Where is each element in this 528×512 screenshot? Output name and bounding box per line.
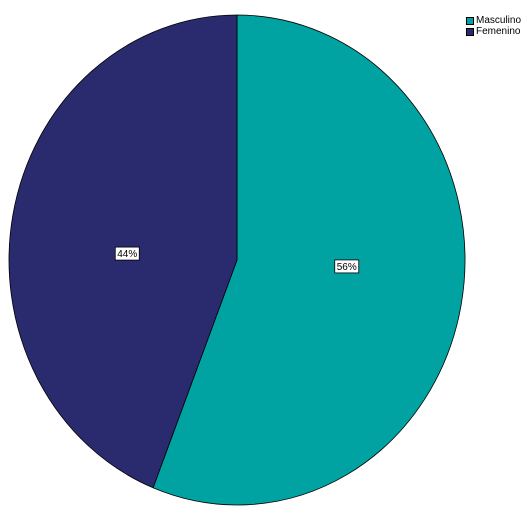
pie-label-masculino: 56% xyxy=(334,259,360,274)
pie-label-text-masculino: 56% xyxy=(337,262,357,273)
pie-label-femenino: 44% xyxy=(114,246,140,261)
legend-label-masculino: Masculino xyxy=(476,15,522,26)
legend: Masculino Femenino xyxy=(466,15,521,37)
legend-swatch-masculino xyxy=(466,16,474,25)
legend-swatch-femenino xyxy=(466,27,474,36)
pie-label-text-femenino: 44% xyxy=(117,249,137,260)
legend-item-femenino: Femenino xyxy=(466,26,521,37)
pie-label-box-femenino xyxy=(114,246,140,261)
legend-label-femenino: Femenino xyxy=(476,26,521,37)
pie-slice-masculino xyxy=(152,14,466,506)
pie-label-box-masculino xyxy=(334,259,360,274)
legend-item-masculino: Masculino xyxy=(466,15,521,26)
